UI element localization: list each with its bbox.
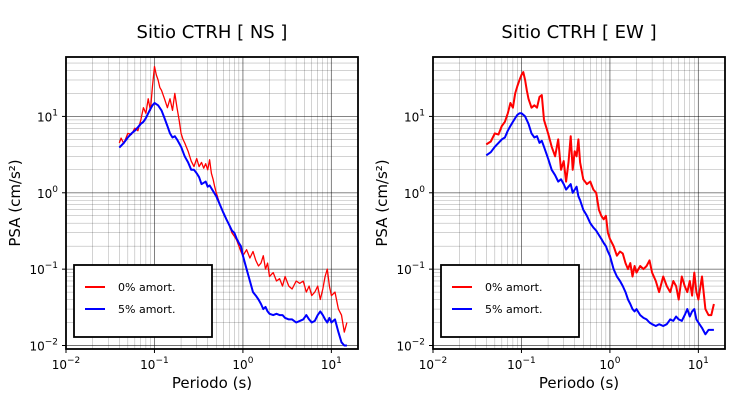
y-tick-label: 101 [37,108,58,124]
chart-panel-ew: Sitio CTRH [ EW ] 10−2 10−1 100 101 10−210−… [373,22,726,392]
chart-title-ns: Sitio CTRH [ NS ] [137,22,288,43]
y-tick-label: 100 [37,185,58,201]
series-line-damped [118,102,347,347]
plot-area-ew [485,71,715,336]
x-ticks-ns: 10−2 100 101 10−1 [52,349,342,372]
chart-title-ew: Sitio CTRH [ EW ] [501,22,656,43]
x-axis-label-ew: Periodo (s) [539,374,619,392]
x-tick-label: 10−2 [52,356,81,372]
y-tick-label: 10−1 [396,261,425,277]
x-tick-label: 101 [321,356,342,372]
x-axis-label-ns: Periodo (s) [172,374,252,392]
legend-ew: 0% amort. 5% amort. [440,264,580,338]
y-axis-label-ns: PSA (cm/s²) [6,159,24,246]
legend-label: 5% amort. [485,303,542,316]
plot-frame-ew [432,56,726,350]
y-tick-label: 10−2 [396,338,425,354]
x-tick-label: 10−2 [419,356,448,372]
plot-area-ns [118,65,348,347]
legend-label: 0% amort. [485,281,542,294]
y-tick-label: 10−1 [29,261,58,277]
series-line-damped [485,112,714,336]
x-tick-label: 101 [688,356,709,372]
y-tick-label: 101 [404,108,425,124]
y-tick-label: 10−2 [29,338,58,354]
legend-label: 5% amort. [118,303,175,316]
x-tick-label: 10−1 [507,356,536,372]
y-axis-label-ew: PSA (cm/s²) [373,159,391,246]
plot-frame-ns [65,56,359,350]
legend-label: 0% amort. [118,281,175,294]
y-ticks-ns: 10−2 10−1 100 101 [29,108,66,354]
x-tick-label: 10−1 [140,356,169,372]
legend-box [440,264,580,338]
x-ticks-ew: 10−2 10−1 100 101 [419,349,709,372]
x-tick-label: 100 [599,356,620,372]
y-ticks-ew: 10−2 10−1 100 101 [396,108,433,354]
series-line-undamped [485,71,715,317]
y-tick-label: 100 [404,185,425,201]
x-tick-label: 100 [232,356,253,372]
legend-box [73,264,213,338]
legend-ns: 0% amort. 5% amort. [73,264,213,338]
